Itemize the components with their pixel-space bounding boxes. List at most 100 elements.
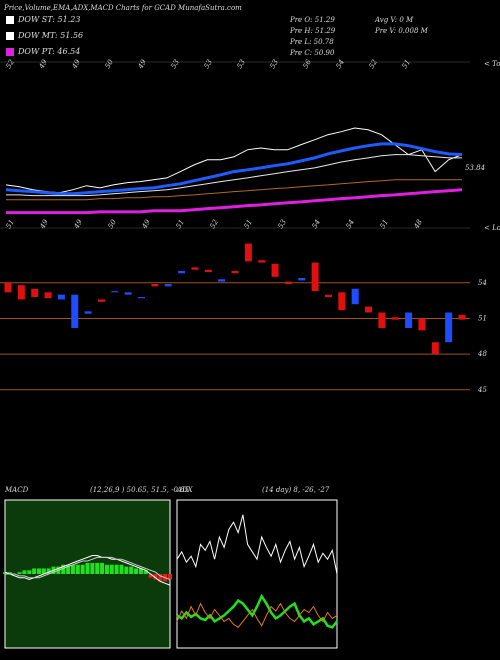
candle-body [111,291,119,293]
legend-label: DOW ST: 51.23 [17,15,80,24]
candle-body [445,312,453,343]
histogram-bar [153,574,158,580]
histogram-bar [46,568,51,574]
line [5,127,463,194]
quote: Pre O: 51.29 [289,16,335,24]
histogram-bar [27,570,32,574]
quote: Pre L: 50.78 [289,38,334,46]
histogram-bar [95,562,100,574]
legend-swatch [6,32,14,40]
candle-body [57,294,65,300]
histogram-bar [90,562,95,574]
histogram-bar [36,568,41,574]
candle-body [391,317,399,320]
candle-body [405,312,413,328]
top-label: 53 [170,58,182,70]
candle-body [298,278,306,281]
panel-subtitle: (12,26,9 ) 50.65, 51.5, -0.85 [90,486,190,494]
candle-body [71,294,79,328]
candle-body [84,311,92,314]
top-label: 49 [37,58,49,71]
histogram-bar [114,564,119,574]
candle-body [418,318,426,331]
quote: Pre H: 51.29 [289,27,336,35]
histogram-bar [124,566,129,574]
histogram-bar [134,568,139,574]
top-label: 52 [368,58,380,70]
line [6,154,462,197]
candle-body [4,282,12,293]
legend-swatch [6,48,14,56]
low-label: 53 [277,218,289,230]
candle-body [204,269,212,273]
histogram-bar [75,564,80,574]
top-label: 51 [401,58,412,70]
low-label: 54 [345,218,356,230]
y-tick-label: 54 [478,279,487,287]
candle-body [324,294,332,298]
candle-body [151,283,159,287]
low-label: 51 [379,218,390,230]
top-label: 53 [269,58,281,70]
y-tick-label: 45 [477,386,487,394]
low-label: 51 [5,218,16,230]
top-label: 49 [136,58,148,71]
tops-label: < Tops [484,60,500,68]
histogram-bar [80,564,85,574]
candle-body [124,292,132,295]
quote: Avg V: 0 M [374,16,414,24]
candle-body [244,243,252,262]
candle-body [458,314,466,320]
candle-body [284,281,292,284]
candle-body [365,306,373,313]
top-label: 56 [302,58,314,70]
histogram-bar [7,572,12,574]
candle-body [44,292,52,299]
candle-body [338,292,346,311]
low-label: 52 [209,218,221,230]
quote: Pre C: 50.90 [289,49,335,57]
histogram-bar [85,562,90,574]
histogram-bar [109,564,114,574]
candle-body [271,263,279,277]
candle-body [431,342,439,355]
low-label: 51 [243,218,254,230]
candle-body [258,260,266,263]
histogram-bar [70,564,75,574]
histogram-bar [32,568,37,574]
line [176,602,338,628]
histogram-bar [104,564,109,574]
histogram-bar [61,564,66,574]
low-label: 50 [107,218,119,230]
histogram-bar [100,562,105,574]
top-label: 49 [70,58,82,71]
candle-body [218,279,226,282]
histogram-bar [41,568,46,574]
top-label: 52 [5,58,17,70]
histogram-bar [143,570,148,574]
line [6,179,462,201]
histogram-bar [17,572,22,574]
candle-body [97,299,105,302]
histogram-bar [119,564,124,574]
panel-subtitle: (14 day) 8, -26, -27 [262,486,330,494]
y-tick-label: 51 [478,314,487,322]
lows-label: < Lows [484,224,500,232]
candle-body [378,312,386,328]
candle-body [138,297,146,299]
top-label: 53 [236,58,248,70]
candle-body [17,285,25,300]
candle-body [351,288,359,305]
low-label: 54 [311,218,322,230]
panel-title: MACD [4,486,29,494]
quote: Pre V: 0.008 M [374,27,429,35]
top-label: 53 [203,58,215,70]
line [5,556,171,580]
candle-body [231,270,239,274]
low-label: 49 [38,218,50,231]
panel-title: ADX [176,486,194,494]
candle-body [191,267,199,270]
top-label: 54 [335,58,346,70]
line [176,514,338,575]
